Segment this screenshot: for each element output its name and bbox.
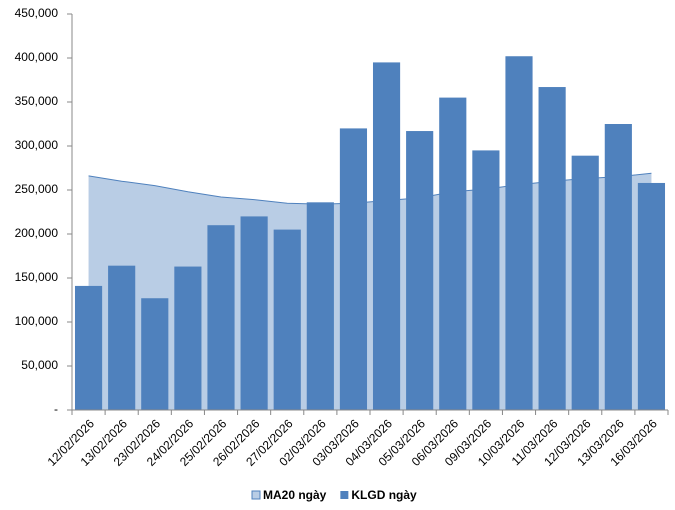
bar <box>141 298 169 410</box>
y-tick-label: 300,000 <box>15 138 59 152</box>
bar <box>74 285 103 410</box>
legend-swatch <box>251 490 261 500</box>
y-tick-label: 200,000 <box>15 226 59 240</box>
bar <box>240 216 268 410</box>
bar <box>472 150 500 410</box>
y-tick-label: 250,000 <box>15 182 59 196</box>
bar <box>306 202 334 410</box>
y-tick-label: 400,000 <box>15 50 59 64</box>
legend-text: MA20 ngày <box>263 488 327 502</box>
bar <box>372 62 401 411</box>
bar <box>339 128 368 410</box>
bar <box>207 225 235 410</box>
bar <box>108 265 136 410</box>
bar <box>637 182 666 410</box>
y-tick-label: 450,000 <box>15 6 59 20</box>
bar <box>538 87 566 410</box>
ma-area <box>88 173 652 410</box>
bar <box>406 131 434 411</box>
y-tick-label: 100,000 <box>15 314 59 328</box>
bar <box>604 124 632 410</box>
y-tick-label: 350,000 <box>15 94 59 108</box>
bar <box>273 229 301 410</box>
bar <box>571 155 599 410</box>
bar <box>439 97 467 410</box>
legend-text: KLGD ngày <box>351 488 417 502</box>
bar <box>174 266 202 410</box>
y-tick-label: 50,000 <box>21 358 58 372</box>
y-tick-label: 150,000 <box>15 270 59 284</box>
legend-swatch <box>340 491 349 499</box>
y-tick-label: - <box>54 402 58 416</box>
bar <box>505 56 533 411</box>
